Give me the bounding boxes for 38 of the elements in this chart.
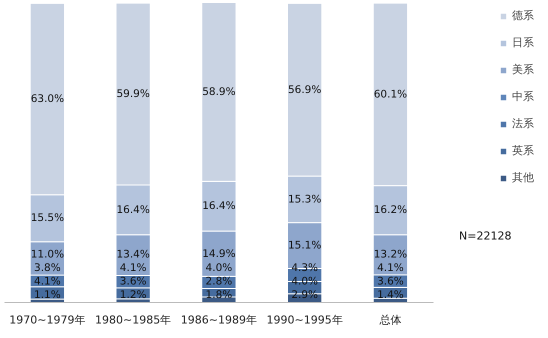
- data-label: 60.1%: [374, 88, 408, 100]
- data-label: 14.9%: [202, 248, 236, 260]
- data-label: 4.1%: [120, 262, 146, 274]
- legend-label: 英系: [512, 143, 534, 158]
- data-label: 16.4%: [116, 204, 150, 216]
- legend-label: 法系: [512, 116, 534, 131]
- data-label: 63.0%: [30, 93, 64, 106]
- data-label: 4.0%: [206, 262, 232, 274]
- legend-label: 德系: [512, 8, 534, 23]
- data-label: 2.8%: [206, 276, 232, 288]
- legend-label: 中系: [512, 89, 534, 104]
- legend-label: 日系: [512, 35, 534, 50]
- data-label: 59.9%: [116, 88, 150, 100]
- x-tick-label: 1990~1995年: [266, 314, 343, 326]
- data-label: 11.0%: [30, 248, 64, 260]
- data-label: 16.4%: [202, 200, 236, 212]
- data-label: 1.2%: [120, 289, 146, 301]
- data-label: 1.1%: [34, 289, 61, 301]
- x-tick-label: 1980~1985年: [95, 314, 172, 326]
- data-label: 58.9%: [202, 86, 236, 98]
- data-label: 15.5%: [30, 212, 64, 224]
- text: N=22128: [459, 230, 512, 242]
- data-label: 3.6%: [120, 276, 146, 288]
- x-tick-label: 1970~1979年: [9, 314, 86, 326]
- data-label: 3.8%: [34, 262, 61, 274]
- data-label: 13.2%: [374, 248, 408, 260]
- data-label: 15.3%: [288, 193, 322, 206]
- data-label: 56.9%: [288, 84, 322, 96]
- data-label: 15.1%: [288, 240, 322, 252]
- x-tick-label: 1986~1989年: [180, 314, 258, 326]
- x-tick-label: 总体: [378, 314, 402, 326]
- legend-label: 其他: [512, 170, 534, 185]
- data-label: 4.1%: [377, 262, 404, 274]
- data-label: 16.2%: [374, 204, 408, 216]
- data-label: 13.4%: [116, 248, 150, 260]
- legend-label: 美系: [512, 62, 534, 77]
- data-label: 4.1%: [34, 276, 61, 288]
- data-label: 3.6%: [377, 276, 404, 288]
